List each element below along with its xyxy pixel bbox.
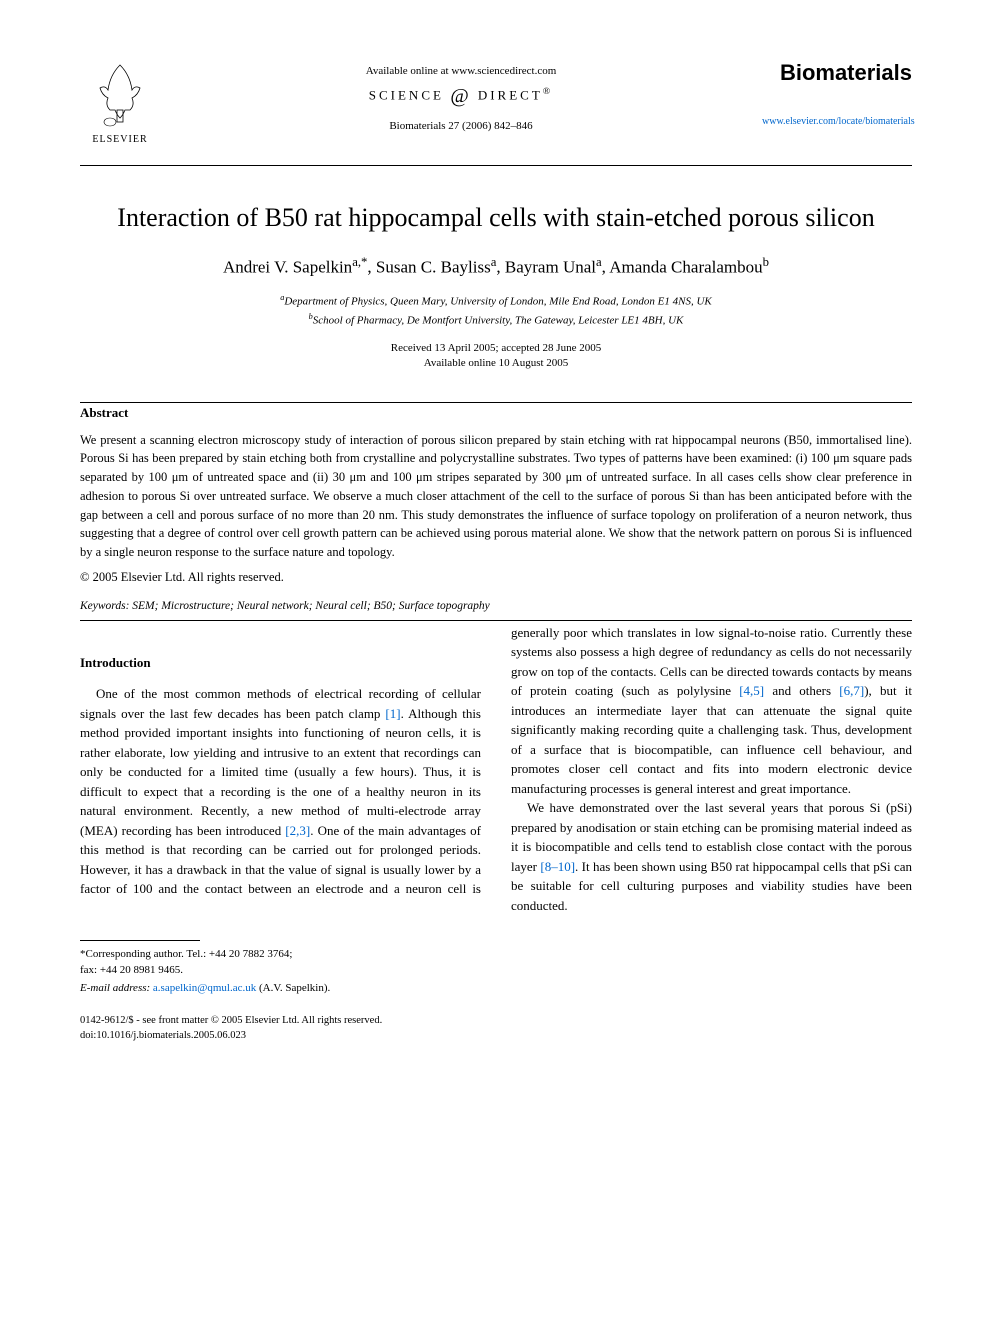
body-columns: Introduction One of the most common meth… bbox=[80, 623, 912, 916]
email-suffix: (A.V. Sapelkin). bbox=[256, 982, 330, 994]
abstract-text: We present a scanning electron microscop… bbox=[80, 431, 912, 562]
issn-line: 0142-9612/$ - see front matter © 2005 El… bbox=[80, 1014, 912, 1029]
intro-paragraph-2: We have demonstrated over the last sever… bbox=[511, 798, 912, 915]
science-direct-logo: SCIENCE @ DIRECT® bbox=[160, 85, 762, 108]
sd-at-icon: @ bbox=[450, 85, 471, 107]
affil-a: Department of Physics, Queen Mary, Unive… bbox=[284, 296, 711, 308]
footer-separator bbox=[80, 940, 200, 941]
email-address[interactable]: a.sapelkin@qmul.ac.uk bbox=[150, 982, 256, 994]
author-1-sup: a, bbox=[352, 255, 361, 269]
author-1: Andrei V. Sapelkin bbox=[223, 257, 352, 276]
journal-name: Biomaterials bbox=[762, 60, 912, 86]
authors-line: Andrei V. Sapelkina,*, Susan C. Baylissa… bbox=[80, 255, 912, 278]
divider-abstract-top bbox=[80, 402, 912, 403]
introduction-heading: Introduction bbox=[80, 653, 481, 673]
journal-reference: Biomaterials 27 (2006) 842–846 bbox=[160, 120, 762, 132]
journal-url-link[interactable]: www.elsevier.com/locate/biomaterials bbox=[762, 116, 915, 127]
sd-word1: SCIENCE bbox=[369, 87, 444, 102]
abstract-heading: Abstract bbox=[80, 405, 912, 421]
elsevier-label: ELSEVIER bbox=[92, 134, 147, 145]
abstract-copyright: © 2005 Elsevier Ltd. All rights reserved… bbox=[80, 570, 912, 585]
divider-abstract-bottom bbox=[80, 620, 912, 621]
author-2: , Susan C. Bayliss bbox=[367, 257, 490, 276]
p1d: and others bbox=[764, 683, 839, 698]
header-center: Available online at www.sciencedirect.co… bbox=[160, 60, 762, 132]
elsevier-logo: ELSEVIER bbox=[80, 60, 160, 145]
author-4: , Amanda Charalambou bbox=[602, 257, 763, 276]
p1b: . Although this method provided importan… bbox=[80, 706, 481, 838]
email-line: E-mail address: a.sapelkin@qmul.ac.uk (A… bbox=[80, 982, 912, 994]
keywords-list: SEM; Microstructure; Neural network; Neu… bbox=[129, 600, 489, 612]
corresponding-author: *Corresponding author. Tel.: +44 20 7882… bbox=[80, 947, 912, 978]
doi-line: doi:10.1016/j.biomaterials.2005.06.023 bbox=[80, 1029, 912, 1044]
header-row: ELSEVIER Available online at www.science… bbox=[80, 60, 912, 145]
corr-fax: fax: +44 20 8981 9465. bbox=[80, 963, 912, 978]
received-date: Received 13 April 2005; accepted 28 June… bbox=[80, 341, 912, 356]
ref-810[interactable]: [8–10] bbox=[540, 859, 575, 874]
author-4-sup: b bbox=[763, 255, 769, 269]
journal-url[interactable]: www.elsevier.com/locate/biomaterials bbox=[762, 116, 912, 127]
journal-logo-block: Biomaterials www.elsevier.com/locate/bio… bbox=[762, 60, 912, 127]
bottom-info: 0142-9612/$ - see front matter © 2005 El… bbox=[80, 1014, 912, 1043]
sd-word2: DIRECT bbox=[478, 87, 543, 102]
article-title: Interaction of B50 rat hippocampal cells… bbox=[80, 201, 912, 235]
ref-67[interactable]: [6,7] bbox=[839, 683, 864, 698]
affiliations: aDepartment of Physics, Queen Mary, Univ… bbox=[80, 292, 912, 328]
ref-1[interactable]: [1] bbox=[385, 706, 400, 721]
corr-tel: *Corresponding author. Tel.: +44 20 7882… bbox=[80, 947, 912, 962]
elsevier-tree-icon bbox=[90, 60, 150, 130]
keywords-label: Keywords: bbox=[80, 600, 129, 612]
divider-top bbox=[80, 165, 912, 166]
author-3: , Bayram Unal bbox=[496, 257, 596, 276]
p1e: ), but it introduces an intermediate lay… bbox=[511, 683, 912, 796]
affil-b: School of Pharmacy, De Montfort Universi… bbox=[313, 314, 684, 326]
ref-23[interactable]: [2,3] bbox=[285, 823, 310, 838]
email-label: E-mail address: bbox=[80, 982, 150, 994]
online-date: Available online 10 August 2005 bbox=[80, 356, 912, 371]
keywords-line: Keywords: SEM; Microstructure; Neural ne… bbox=[80, 600, 912, 612]
article-dates: Received 13 April 2005; accepted 28 June… bbox=[80, 341, 912, 372]
ref-45[interactable]: [4,5] bbox=[739, 683, 764, 698]
available-online-text: Available online at www.sciencedirect.co… bbox=[160, 65, 762, 77]
